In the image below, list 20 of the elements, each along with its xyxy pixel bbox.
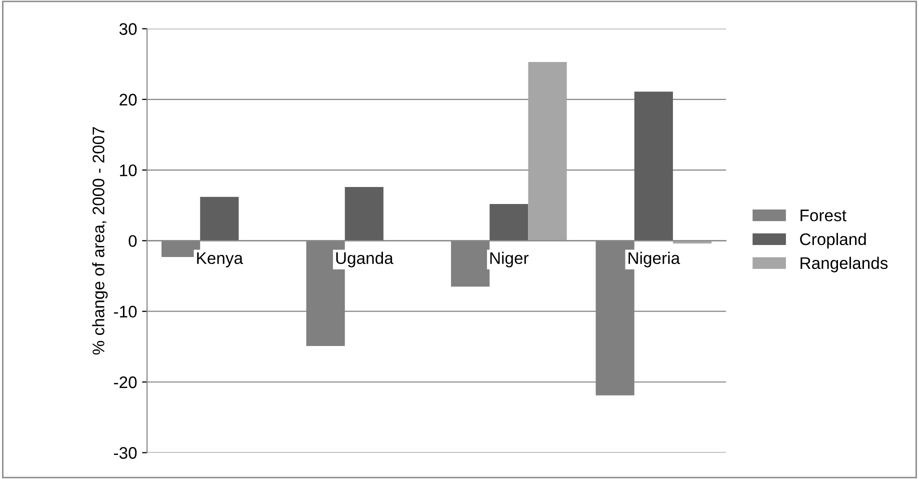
y-tick-label: -20 <box>114 376 137 388</box>
legend-label: Cropland <box>800 232 866 248</box>
y-tick-label: 30 <box>119 23 137 35</box>
legend-label: Forest <box>800 210 846 222</box>
legend-label: Rangelands <box>800 256 888 272</box>
y-tick-label: -30 <box>114 447 137 459</box>
y-tick-label: 0 <box>128 235 137 247</box>
bar <box>200 196 239 241</box>
x-tick-label: Nigeria <box>628 252 680 268</box>
bar <box>634 92 673 241</box>
y-tick-label: -10 <box>114 306 137 318</box>
x-tick-label: Niger <box>490 252 529 268</box>
y-tick-label: 20 <box>120 94 137 106</box>
x-tick-label: Kenya <box>197 252 244 268</box>
x-tick-label: Uganda <box>336 252 394 268</box>
y-tick-label: 10 <box>120 164 137 176</box>
bar <box>490 204 528 241</box>
bar <box>528 62 567 241</box>
y-axis-title: % change of area, 2000 - 2007 <box>92 127 108 355</box>
bar <box>344 187 384 241</box>
